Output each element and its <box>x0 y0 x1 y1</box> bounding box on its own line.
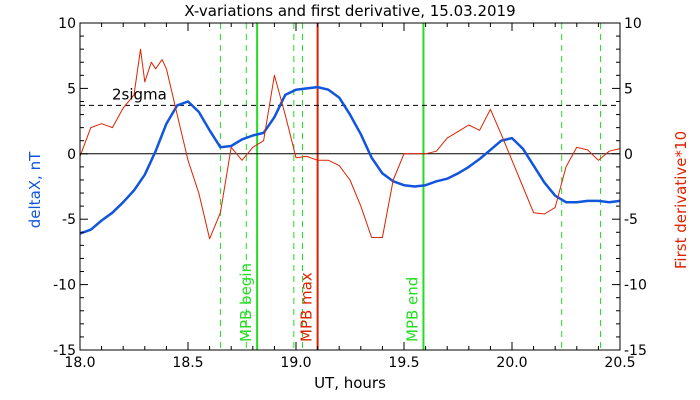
marker-label-6: MPB end <box>403 277 421 342</box>
x-tick-label-2: 19.0 <box>280 355 311 371</box>
y-tick-label-right-0: -15 <box>624 343 647 359</box>
plot-frame <box>79 22 621 351</box>
threshold-label: 2sigma <box>112 85 167 103</box>
series-line-1 <box>79 48 621 240</box>
series-lines <box>79 48 621 240</box>
y-tick-label-left-5: 10 <box>58 16 76 32</box>
chart-title: X-variations and first derivative, 15.03… <box>184 2 515 20</box>
y-tick-label-right-2: -5 <box>624 212 638 228</box>
y-tick-label-left-1: -10 <box>53 278 76 294</box>
y-tick-label-right-4: 5 <box>624 81 633 97</box>
y-tick-label-left-0: -15 <box>53 343 76 359</box>
y-axis-label-left: deltaX, nT <box>26 151 44 228</box>
y-tick-label-left-4: 5 <box>67 81 76 97</box>
x-tick-label-4: 20.0 <box>496 355 527 371</box>
x-tick-label-0: 18.0 <box>64 355 95 371</box>
y-tick-label-left-2: -5 <box>62 212 76 228</box>
y-tick-label-right-3: 0 <box>624 147 633 163</box>
y-tick-label-left-3: 0 <box>67 147 76 163</box>
y-tick-label-right-1: -10 <box>624 278 647 294</box>
series-line-0 <box>79 85 621 235</box>
marker-labels: MPB begin MPB max MPB end <box>237 263 421 342</box>
x-tick-label-3: 19.5 <box>388 355 419 371</box>
x-tick-label-5: 20.5 <box>604 355 635 371</box>
y-tick-label-right-5: 10 <box>624 16 642 32</box>
y-axis-label-right: First derivative*10 <box>672 131 690 269</box>
x-axis-label: UT, hours <box>314 374 386 392</box>
marker-label-2: MPB begin <box>237 263 255 342</box>
x-tick-label-1: 18.5 <box>172 355 203 371</box>
marker-label-5: MPB max <box>298 272 316 342</box>
axis-ticks: 18.0 18.5 19.0 19.5 20.0 20.5-15 -15-10 -10-5 -5… <box>53 16 647 371</box>
